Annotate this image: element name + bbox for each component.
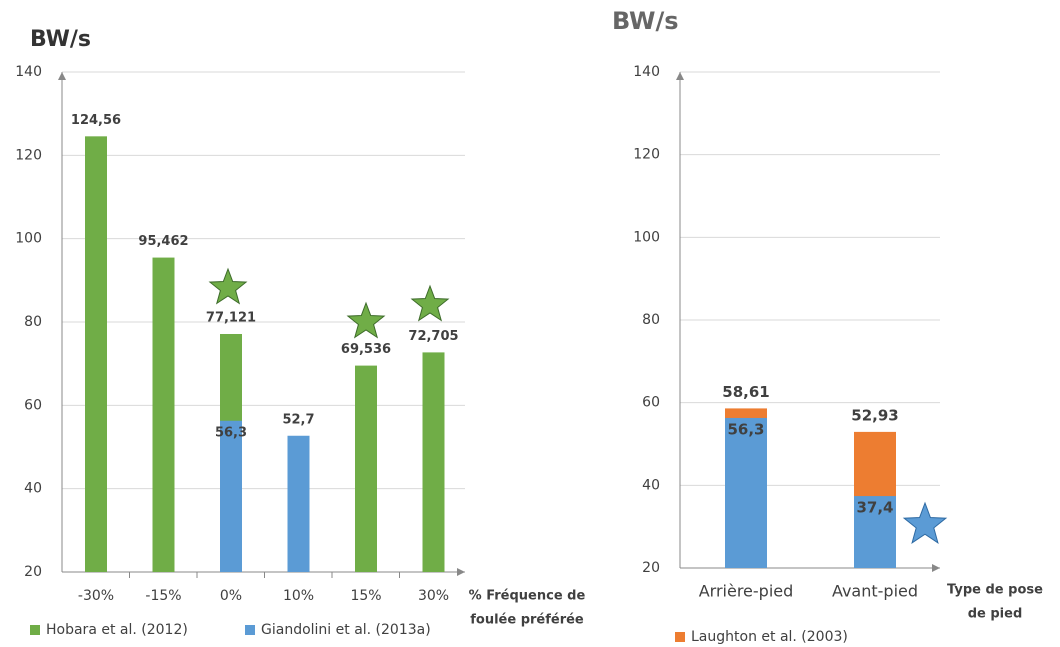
- x-axis-label: foulée préférée: [470, 613, 584, 628]
- y-tick-label: 120: [15, 147, 42, 163]
- x-axis-label: % Fréquence de: [469, 589, 586, 604]
- axis-arrow: [457, 568, 465, 576]
- x-tick-label: 30%: [418, 588, 449, 604]
- bar: [355, 365, 377, 572]
- chart-title: BW/s: [612, 7, 679, 35]
- data-label: 69,536: [341, 342, 391, 357]
- data-label: 95,462: [138, 234, 188, 249]
- data-label: 124,56: [71, 113, 121, 128]
- bar: [725, 417, 767, 568]
- data-label: 56,3: [215, 425, 247, 440]
- data-label: 77,121: [206, 310, 256, 325]
- axis-arrow: [676, 72, 684, 80]
- y-tick-label: 40: [642, 477, 660, 493]
- chart-title: BW/s: [30, 27, 91, 52]
- bar: [152, 257, 175, 572]
- star-icon: [346, 301, 386, 339]
- y-tick-label: 80: [24, 314, 42, 330]
- x-tick-label: -15%: [145, 588, 181, 604]
- data-label: 52,7: [282, 412, 314, 427]
- bar: [220, 420, 242, 572]
- x-tick-label: Arrière-pied: [699, 582, 794, 601]
- bar: [854, 496, 896, 568]
- y-tick-label: 140: [15, 64, 42, 80]
- x-tick-label: 15%: [350, 588, 381, 604]
- y-tick-label: 100: [633, 229, 660, 245]
- legend-swatch: [675, 632, 685, 642]
- x-tick-label: 10%: [283, 588, 314, 604]
- star-icon: [410, 284, 450, 322]
- legend-label: Giandolini et al. (2013a): [261, 622, 431, 638]
- axis-arrow: [58, 72, 66, 80]
- data-label: 56,3: [727, 420, 764, 438]
- y-tick-label: 140: [633, 64, 660, 80]
- axis-arrow: [932, 564, 940, 572]
- legend-label: Hobara et al. (2012): [46, 622, 188, 638]
- legend-swatch: [30, 625, 40, 635]
- y-tick-label: 120: [633, 147, 660, 163]
- star-icon: [208, 267, 248, 305]
- data-label: 52,93: [851, 406, 898, 424]
- star-icon: [902, 501, 948, 544]
- x-axis-label: Type de pose: [947, 583, 1043, 598]
- y-tick-label: 60: [24, 397, 42, 413]
- bar: [287, 435, 310, 572]
- y-tick-label: 40: [24, 481, 42, 497]
- y-tick-label: 60: [642, 395, 660, 411]
- legend-swatch: [245, 625, 255, 635]
- legend-label: Laughton et al. (2003): [691, 629, 848, 645]
- data-label: 37,4: [856, 499, 893, 517]
- y-tick-label: 100: [15, 231, 42, 247]
- data-label: 72,705: [408, 329, 458, 344]
- x-tick-label: 0%: [220, 588, 242, 604]
- x-tick-label: -30%: [78, 588, 114, 604]
- data-label: 58,61: [722, 383, 769, 401]
- y-tick-label: 20: [642, 560, 660, 576]
- y-tick-label: 20: [24, 564, 42, 580]
- y-tick-label: 80: [642, 312, 660, 328]
- bar: [85, 136, 107, 573]
- x-tick-label: Avant-pied: [832, 582, 918, 601]
- bar: [422, 352, 445, 572]
- x-axis-label: de pied: [968, 607, 1023, 622]
